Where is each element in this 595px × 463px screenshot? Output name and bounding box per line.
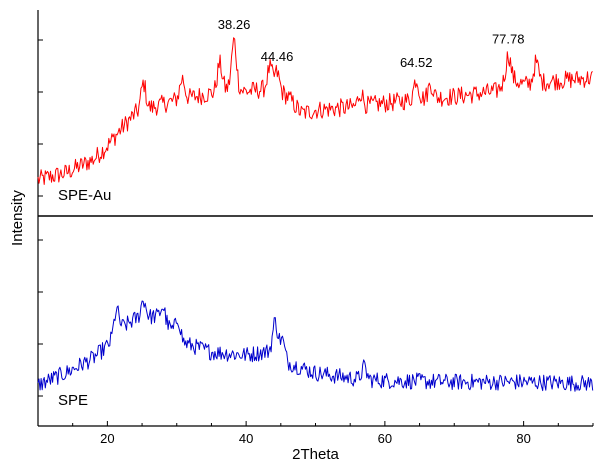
peak-label: 38.26 (218, 17, 251, 32)
series-label-spe: SPE (58, 392, 88, 409)
x-tick-label: 20 (100, 431, 114, 446)
series-line-spe (37, 300, 594, 392)
series-line-spe-au (37, 37, 593, 185)
x-axis-title: 2Theta (292, 446, 339, 463)
plot-frame (37, 10, 593, 427)
axis-ticks: 20 40 60 80 (37, 39, 594, 446)
y-axis-title: Intensity (9, 190, 26, 246)
series-label-spe-au: SPE-Au (58, 187, 111, 204)
x-tick-label: 60 (378, 431, 392, 446)
x-tick-label: 80 (516, 431, 530, 446)
series-layer: 38.26 44.46 64.52 77.78 (37, 17, 594, 392)
text-layer: 2Theta Intensity SPE-Au SPE (9, 187, 340, 463)
x-tick-label: 40 (239, 431, 253, 446)
peak-label: 77.78 (492, 31, 525, 46)
peak-label: 64.52 (400, 55, 433, 70)
peak-label: 44.46 (261, 49, 294, 64)
